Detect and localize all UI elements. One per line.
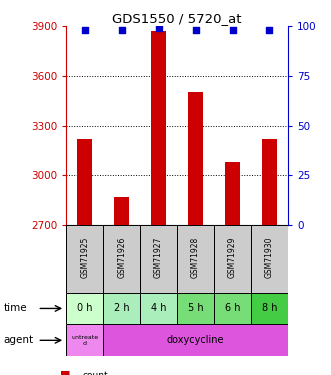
Bar bbox=[177, 225, 214, 292]
Text: count: count bbox=[83, 370, 108, 375]
Text: GSM71925: GSM71925 bbox=[80, 237, 89, 278]
Text: 4 h: 4 h bbox=[151, 303, 166, 313]
Bar bbox=[214, 225, 251, 292]
Bar bbox=[103, 324, 288, 356]
Title: GDS1550 / 5720_at: GDS1550 / 5720_at bbox=[112, 12, 242, 25]
Bar bbox=[140, 225, 177, 292]
Bar bbox=[188, 93, 203, 225]
Text: time: time bbox=[3, 303, 27, 313]
Bar bbox=[251, 225, 288, 292]
Text: untreate
d: untreate d bbox=[71, 335, 98, 346]
Point bbox=[193, 27, 198, 33]
Bar bbox=[177, 292, 214, 324]
Bar bbox=[114, 197, 129, 225]
Text: GSM71926: GSM71926 bbox=[117, 237, 126, 278]
Bar bbox=[262, 139, 277, 225]
Point bbox=[267, 27, 272, 33]
Text: GSM71927: GSM71927 bbox=[154, 237, 163, 278]
Point bbox=[230, 27, 235, 33]
Text: agent: agent bbox=[3, 335, 33, 345]
Bar bbox=[77, 139, 92, 225]
Bar bbox=[103, 225, 140, 292]
Text: doxycycline: doxycycline bbox=[167, 335, 224, 345]
Bar bbox=[214, 292, 251, 324]
Text: 6 h: 6 h bbox=[225, 303, 240, 313]
Point bbox=[156, 25, 161, 31]
Point bbox=[82, 27, 87, 33]
Text: GSM71929: GSM71929 bbox=[228, 237, 237, 278]
Text: GSM71928: GSM71928 bbox=[191, 237, 200, 278]
Point bbox=[119, 27, 124, 33]
Bar bbox=[66, 292, 103, 324]
Text: ■: ■ bbox=[60, 370, 70, 375]
Bar bbox=[66, 324, 103, 356]
Bar bbox=[66, 225, 103, 292]
Text: 2 h: 2 h bbox=[114, 303, 129, 313]
Bar bbox=[151, 31, 166, 225]
Text: 0 h: 0 h bbox=[77, 303, 92, 313]
Bar bbox=[140, 292, 177, 324]
Text: 5 h: 5 h bbox=[188, 303, 203, 313]
Bar bbox=[225, 162, 240, 225]
Bar bbox=[251, 292, 288, 324]
Text: 8 h: 8 h bbox=[262, 303, 277, 313]
Text: GSM71930: GSM71930 bbox=[265, 237, 274, 278]
Bar bbox=[103, 292, 140, 324]
